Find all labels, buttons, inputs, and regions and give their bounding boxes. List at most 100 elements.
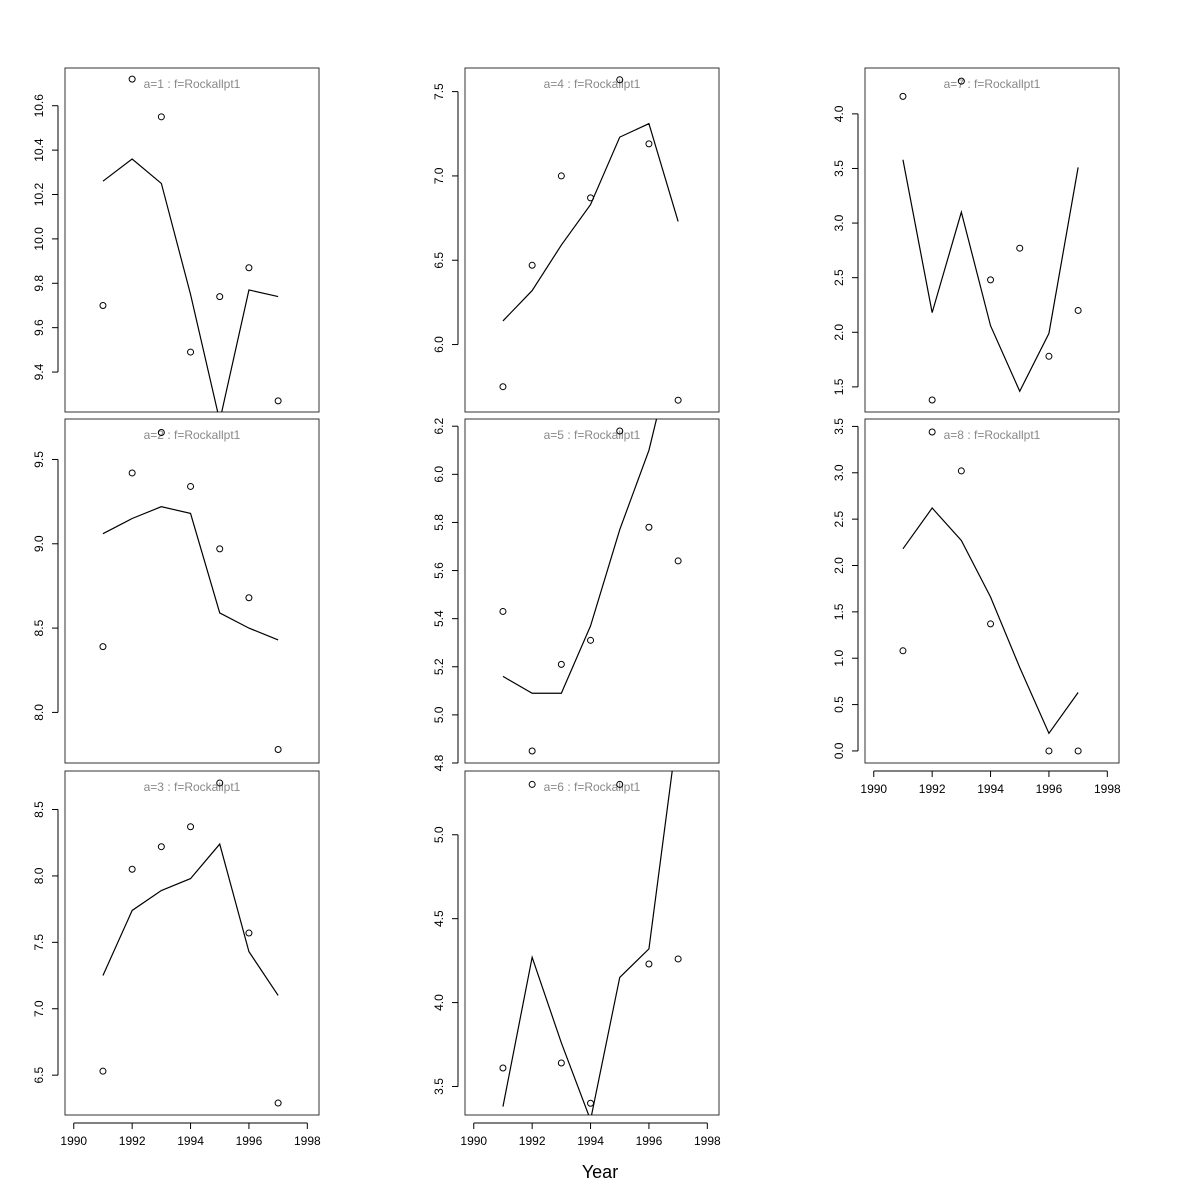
y-tick-label: 3.5: [432, 1078, 446, 1095]
y-tick-label: 6.0: [432, 466, 446, 483]
data-point: [499, 1064, 507, 1072]
data-point: [99, 1067, 107, 1075]
data-point: [245, 929, 253, 937]
data-point: [616, 76, 624, 84]
y-tick-label: 5.2: [432, 658, 446, 675]
data-point: [528, 747, 536, 755]
fitted-line: [502, 771, 673, 1115]
y-tick-label: 9.8: [32, 275, 46, 292]
data-point: [128, 75, 136, 83]
data-point: [674, 396, 682, 404]
y-tick-label: 5.0: [432, 826, 446, 843]
panel-frame: [464, 67, 720, 413]
data-point: [1045, 747, 1053, 755]
y-tick-label: 3.5: [832, 418, 846, 435]
y-tick-label: 2.5: [832, 269, 846, 286]
data-point: [157, 428, 165, 436]
panel: a=1 : f=Rockallpt1 9.4 9.6 9.8 10.0 10.2 10.4 1…: [32, 67, 320, 413]
panel-title: a=8 : f=Rockallpt1: [944, 428, 1041, 442]
y-tick-label: 9.6: [32, 319, 46, 336]
data-point: [899, 647, 907, 655]
y-tick-label: 2.5: [832, 510, 846, 527]
data-point: [587, 636, 595, 644]
data-point: [499, 383, 507, 391]
data-point: [674, 557, 682, 565]
x-tick-label: 1998: [294, 1134, 321, 1148]
data-point: [274, 1099, 282, 1107]
x-axis-label: Year: [582, 1162, 618, 1182]
data-point: [587, 1099, 595, 1107]
x-tick-label: 1990: [60, 1134, 87, 1148]
fitted-line: [102, 842, 279, 996]
x-tick-label: 1992: [519, 1134, 546, 1148]
x-tick-label: 1990: [460, 1134, 487, 1148]
data-point: [187, 348, 195, 356]
fitted-line: [102, 506, 279, 641]
data-point: [187, 482, 195, 490]
data-point: [216, 293, 224, 301]
y-tick-label: 6.5: [32, 1066, 46, 1083]
data-point: [216, 779, 224, 787]
x-tick-label: 1996: [236, 1134, 263, 1148]
data-point: [557, 660, 565, 668]
panel-title: a=4 : f=Rockallpt1: [544, 77, 641, 91]
y-tick-label: 6.2: [432, 418, 446, 435]
y-tick-label: 7.5: [32, 934, 46, 951]
x-tick-label: 1996: [1036, 782, 1063, 796]
data-point: [899, 92, 907, 100]
data-point: [1016, 244, 1024, 252]
data-point: [616, 427, 624, 435]
panel-frame: [464, 418, 720, 764]
y-tick-label: 2.0: [832, 557, 846, 574]
panel-title: a=2 : f=Rockallpt1: [144, 428, 241, 442]
panel: a=2 : f=Rockallpt1 8.0 8.5 9.0 9.5: [32, 418, 320, 764]
panel-title: a=7 : f=Rockallpt1: [944, 77, 1041, 91]
y-tick-label: 5.0: [432, 706, 446, 723]
y-tick-label: 7.5: [432, 83, 446, 100]
y-tick-label: 6.0: [432, 336, 446, 353]
x-tick-label: 1998: [1094, 782, 1121, 796]
y-tick-label: 3.0: [832, 214, 846, 231]
x-tick-label: 1996: [636, 1134, 663, 1148]
data-point: [1074, 747, 1082, 755]
y-tick-label: 2.0: [832, 324, 846, 341]
panel: a=3 : f=Rockallpt1 6.5 7.0 7.5 8.0 8.5 1990 199…: [32, 770, 321, 1148]
panel-title: a=1 : f=Rockallpt1: [144, 77, 241, 91]
data-point: [128, 469, 136, 477]
x-tick-label: 1994: [977, 782, 1004, 796]
panel-frame: [64, 418, 320, 764]
y-tick-label: 3.5: [832, 160, 846, 177]
data-point: [557, 1059, 565, 1067]
y-tick-label: 0.5: [832, 696, 846, 713]
x-tick-label: 1994: [177, 1134, 204, 1148]
y-tick-label: 8.5: [32, 619, 46, 636]
data-point: [187, 823, 195, 831]
data-point: [557, 172, 565, 180]
data-point: [957, 467, 965, 475]
y-tick-label: 4.0: [832, 105, 846, 122]
panel-frame: [864, 418, 1120, 764]
data-point: [987, 620, 995, 628]
data-point: [245, 594, 253, 602]
y-tick-label: 10.4: [32, 138, 46, 162]
data-point: [1074, 306, 1082, 314]
data-point: [157, 113, 165, 121]
data-point: [987, 276, 995, 284]
panel: a=4 : f=Rockallpt1 6.0 6.5 7.0 7.5: [432, 67, 720, 413]
panel: a=7 : f=Rockallpt1 1.5 2.0 2.5 3.0 3.5 4.0: [832, 67, 1120, 413]
panel-title: a=5 : f=Rockallpt1: [544, 428, 641, 442]
y-tick-label: 8.5: [32, 801, 46, 818]
data-point: [957, 77, 965, 85]
y-tick-label: 10.6: [32, 94, 46, 118]
panel: a=5 : f=Rockallpt1 4.8 5.0 5.2 5.4 5.6 5.8 6.0 6…: [432, 418, 720, 771]
data-point: [216, 545, 224, 553]
fitted-line: [502, 419, 658, 694]
data-point: [645, 960, 653, 968]
fitted-line: [902, 507, 1079, 735]
y-tick-label: 5.4: [432, 610, 446, 627]
data-point: [245, 264, 253, 272]
data-point: [528, 780, 536, 788]
y-tick-label: 4.8: [432, 754, 446, 771]
y-tick-label: 4.5: [432, 910, 446, 927]
y-tick-label: 4.0: [432, 994, 446, 1011]
